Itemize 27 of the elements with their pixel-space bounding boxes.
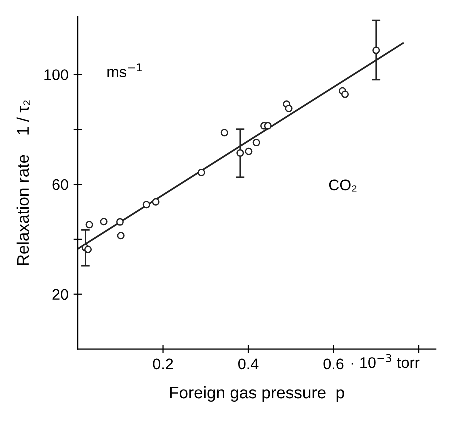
point xyxy=(285,105,293,113)
y-tick-label: 20 xyxy=(52,289,68,300)
point xyxy=(236,149,244,157)
point xyxy=(252,139,260,147)
point xyxy=(152,198,160,206)
point xyxy=(264,122,272,130)
point xyxy=(84,246,92,254)
point xyxy=(116,218,124,226)
point xyxy=(245,148,253,156)
text: · 10$^{−3}$ torr xyxy=(352,354,420,368)
y-tick-label: 100 xyxy=(44,70,68,80)
x-tick-label: 0.4 xyxy=(238,358,259,370)
point xyxy=(117,232,125,240)
point xyxy=(342,90,350,98)
annotation: CO₂ xyxy=(329,180,357,192)
y-tick-label: 60 xyxy=(52,179,68,190)
y-axis-title: Relaxation rate 1 / τ₂ xyxy=(16,100,30,266)
point xyxy=(100,218,108,226)
x-tick-label: 0.6 xyxy=(324,358,344,370)
x-axis-title: Foreign gas pressure p xyxy=(170,386,344,402)
point xyxy=(372,46,380,54)
point xyxy=(220,129,228,137)
point xyxy=(198,168,206,176)
x-tick-label: 0.2 xyxy=(153,358,174,370)
point xyxy=(86,221,94,229)
annotation: ms$^{−1}$ xyxy=(108,64,142,78)
point xyxy=(142,201,150,209)
